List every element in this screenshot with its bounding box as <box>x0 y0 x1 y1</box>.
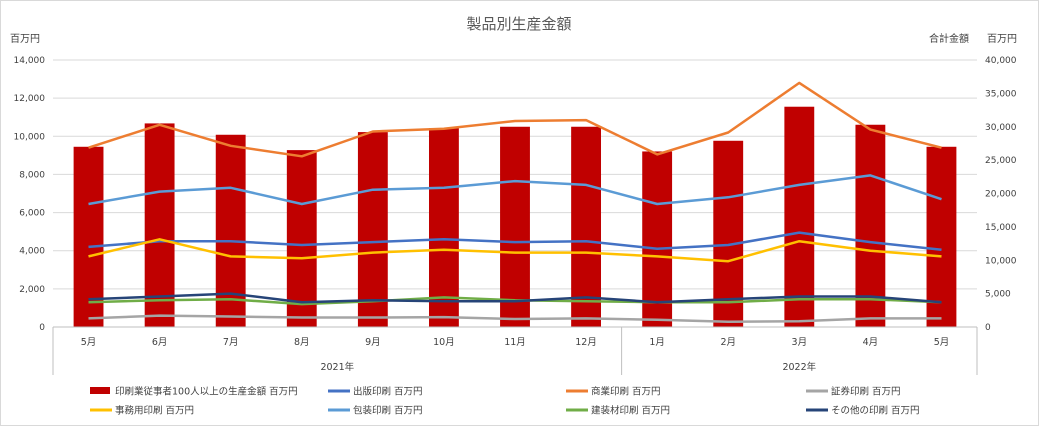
legend-label: 出版印刷 百万円 <box>353 386 423 398</box>
category-label: 8月 <box>294 337 310 348</box>
category-label: 10月 <box>433 337 455 348</box>
left-tick-label: 14,000 <box>14 56 46 66</box>
category-label: 1月 <box>649 337 665 348</box>
year-label: 2022年 <box>782 361 816 373</box>
series-line <box>88 314 942 323</box>
chart-title: 製品別生産金額 <box>466 15 571 33</box>
right-tick-label: 25,000 <box>985 156 1017 166</box>
right-tick-label: 10,000 <box>985 256 1017 266</box>
left-tick-label: 0 <box>39 323 45 333</box>
category-label: 11月 <box>504 337 526 348</box>
bar <box>357 132 388 327</box>
category-label: 5月 <box>81 337 97 348</box>
axes: 0 2,000 4,000 6,000 8,000 10,000 12,000 14,000 0… <box>14 56 1017 375</box>
legend-label: その他の印刷 百万円 <box>831 405 920 417</box>
category-label: 6月 <box>152 337 168 348</box>
right-tick-label: 5,000 <box>985 290 1011 300</box>
legend-swatch <box>90 387 110 394</box>
right-tick-label: 0 <box>985 323 991 333</box>
right-tick-label: 35,000 <box>985 89 1017 99</box>
left-axis-unit: 百万円 <box>10 33 40 45</box>
legend-label: 証券印刷 百万円 <box>831 386 901 398</box>
bar <box>642 151 673 327</box>
category-label: 4月 <box>863 337 879 348</box>
left-tick-label: 10,000 <box>14 132 46 142</box>
series-line <box>88 81 942 158</box>
legend-label: 包装印刷 百万円 <box>353 405 423 417</box>
right-axis-unit: 百万円 <box>987 33 1017 45</box>
bar <box>855 124 886 327</box>
bar-series <box>73 106 957 327</box>
category-label: 7月 <box>223 337 239 348</box>
legend-label: 印刷業従事者100人以上の生産金額 百万円 <box>115 386 298 398</box>
right-tick-label: 20,000 <box>985 190 1017 200</box>
legend-label: 商業印刷 百万円 <box>591 386 661 398</box>
right-tick-label: 40,000 <box>985 56 1017 66</box>
right-tick-label: 15,000 <box>985 223 1017 233</box>
category-label: 12月 <box>575 337 597 348</box>
bar <box>428 128 459 327</box>
left-tick-label: 12,000 <box>14 94 46 104</box>
series-line <box>88 231 942 252</box>
bar <box>286 150 317 327</box>
category-label: 2月 <box>720 337 736 348</box>
bar <box>784 106 815 327</box>
legend-label: 事務用印刷 百万円 <box>115 405 194 417</box>
bar <box>500 126 530 327</box>
left-tick-label: 6,000 <box>19 209 45 219</box>
legend-label: 建装材印刷 百万円 <box>591 405 670 417</box>
left-tick-label: 2,000 <box>19 285 45 295</box>
year-label: 2021年 <box>320 361 354 373</box>
line-series <box>88 81 942 323</box>
left-tick-label: 8,000 <box>19 170 45 180</box>
bar <box>713 140 744 327</box>
series-line <box>88 174 942 206</box>
left-tick-label: 4,000 <box>19 247 45 257</box>
category-label: 9月 <box>365 337 381 348</box>
series-line <box>88 292 942 304</box>
bar <box>144 123 175 327</box>
bar <box>571 126 602 327</box>
series-line <box>88 238 942 263</box>
legend: 印刷業従事者100人以上の生産金額 百万円 出版印刷 百万円 商業印刷 百万円 証券印… <box>90 386 920 417</box>
right-tick-label: 30,000 <box>985 123 1017 133</box>
bar <box>926 146 957 327</box>
right-axis-title: 合計金額 <box>929 32 969 45</box>
bar <box>73 146 104 327</box>
category-label: 3月 <box>792 337 808 348</box>
category-label: 5月 <box>934 337 950 348</box>
